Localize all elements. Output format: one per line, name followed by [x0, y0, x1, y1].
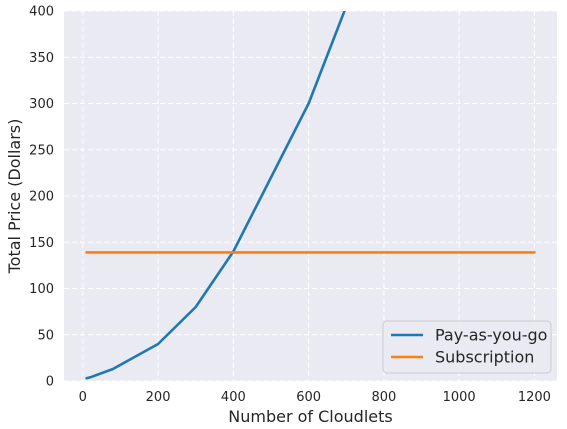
series-line-pay-as-you-go — [85, 11, 346, 380]
legend-label-pay-as-you-go: Pay-as-you-go — [435, 326, 547, 345]
grid-lines — [64, 10, 557, 382]
x-tick-label: 1200 — [518, 390, 551, 405]
y-tick-label: 50 — [37, 328, 54, 343]
x-tick-label: 600 — [296, 390, 321, 405]
series-lines — [85, 11, 536, 380]
y-axis-title: Total Price (Dollars) — [5, 119, 24, 275]
y-tick-label: 350 — [29, 51, 54, 66]
y-tick-label: 100 — [29, 282, 54, 297]
y-tick-label: 250 — [29, 143, 54, 158]
x-tick-label: 800 — [371, 390, 396, 405]
x-tick-label: 400 — [221, 390, 246, 405]
x-tick-label: 200 — [146, 390, 171, 405]
tick-labels: 0 200 400 600 800 1000 1200 0 50 100 150 200 250 300 3… — [29, 5, 551, 406]
x-tick-label: 1000 — [443, 390, 476, 405]
legend-label-subscription: Subscription — [435, 348, 534, 367]
x-axis-title: Number of Cloudlets — [228, 407, 392, 426]
x-tick-label: 0 — [79, 390, 87, 405]
y-tick-label: 400 — [29, 5, 54, 20]
y-tick-label: 150 — [29, 236, 54, 251]
y-tick-label: 0 — [46, 375, 54, 390]
legend: Pay-as-you-go Subscription — [382, 320, 552, 374]
y-tick-label: 200 — [29, 190, 54, 205]
y-tick-label: 300 — [29, 97, 54, 112]
legend-box — [382, 320, 552, 374]
